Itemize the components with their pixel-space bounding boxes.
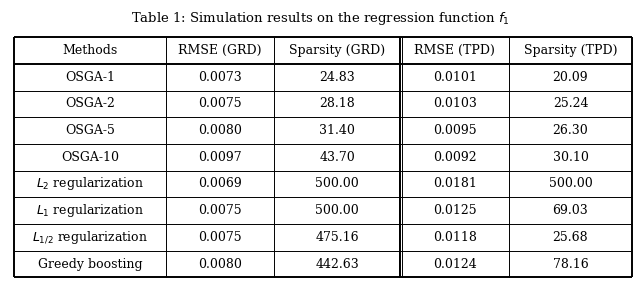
Text: 0.0118: 0.0118 xyxy=(433,231,477,244)
Text: 0.0075: 0.0075 xyxy=(198,98,241,110)
Text: OSGA-2: OSGA-2 xyxy=(65,98,115,110)
Text: 0.0101: 0.0101 xyxy=(433,71,477,84)
Text: RMSE (GRD): RMSE (GRD) xyxy=(178,44,261,57)
Text: 0.0080: 0.0080 xyxy=(198,124,241,137)
Text: 0.0124: 0.0124 xyxy=(433,258,476,271)
Text: 28.18: 28.18 xyxy=(319,98,355,110)
Text: Greedy boosting: Greedy boosting xyxy=(38,258,142,271)
Text: 0.0097: 0.0097 xyxy=(198,151,241,164)
Text: 0.0103: 0.0103 xyxy=(433,98,477,110)
Text: 69.03: 69.03 xyxy=(552,204,588,217)
Text: $L_1$ regularization: $L_1$ regularization xyxy=(36,202,144,219)
Text: RMSE (TPD): RMSE (TPD) xyxy=(414,44,495,57)
Text: 30.10: 30.10 xyxy=(552,151,588,164)
Text: 25.24: 25.24 xyxy=(553,98,588,110)
Text: 442.63: 442.63 xyxy=(316,258,359,271)
Text: 31.40: 31.40 xyxy=(319,124,355,137)
Text: 24.83: 24.83 xyxy=(319,71,355,84)
Text: 500.00: 500.00 xyxy=(548,178,593,190)
Text: 500.00: 500.00 xyxy=(316,204,359,217)
Text: 0.0080: 0.0080 xyxy=(198,258,241,271)
Text: Table 1: Simulation results on the regression function $f_1$: Table 1: Simulation results on the regre… xyxy=(131,10,509,27)
Text: 475.16: 475.16 xyxy=(316,231,359,244)
Text: 500.00: 500.00 xyxy=(316,178,359,190)
Text: $L_{1/2}$ regularization: $L_{1/2}$ regularization xyxy=(32,229,148,246)
Text: OSGA-1: OSGA-1 xyxy=(65,71,115,84)
Text: $L_2$ regularization: $L_2$ regularization xyxy=(36,176,144,192)
Text: OSGA-5: OSGA-5 xyxy=(65,124,115,137)
Text: 0.0075: 0.0075 xyxy=(198,204,241,217)
Text: 43.70: 43.70 xyxy=(319,151,355,164)
Text: 0.0073: 0.0073 xyxy=(198,71,241,84)
Text: OSGA-10: OSGA-10 xyxy=(61,151,119,164)
Text: Sparsity (TPD): Sparsity (TPD) xyxy=(524,44,617,57)
Text: 0.0125: 0.0125 xyxy=(433,204,476,217)
Text: 20.09: 20.09 xyxy=(553,71,588,84)
Text: 26.30: 26.30 xyxy=(552,124,588,137)
Text: 78.16: 78.16 xyxy=(552,258,588,271)
Text: 0.0069: 0.0069 xyxy=(198,178,241,190)
Text: Methods: Methods xyxy=(62,44,117,57)
Text: Sparsity (GRD): Sparsity (GRD) xyxy=(289,44,385,57)
Text: 25.68: 25.68 xyxy=(553,231,588,244)
Text: 0.0181: 0.0181 xyxy=(433,178,477,190)
Text: 0.0095: 0.0095 xyxy=(433,124,476,137)
Text: 0.0092: 0.0092 xyxy=(433,151,476,164)
Text: 0.0075: 0.0075 xyxy=(198,231,241,244)
